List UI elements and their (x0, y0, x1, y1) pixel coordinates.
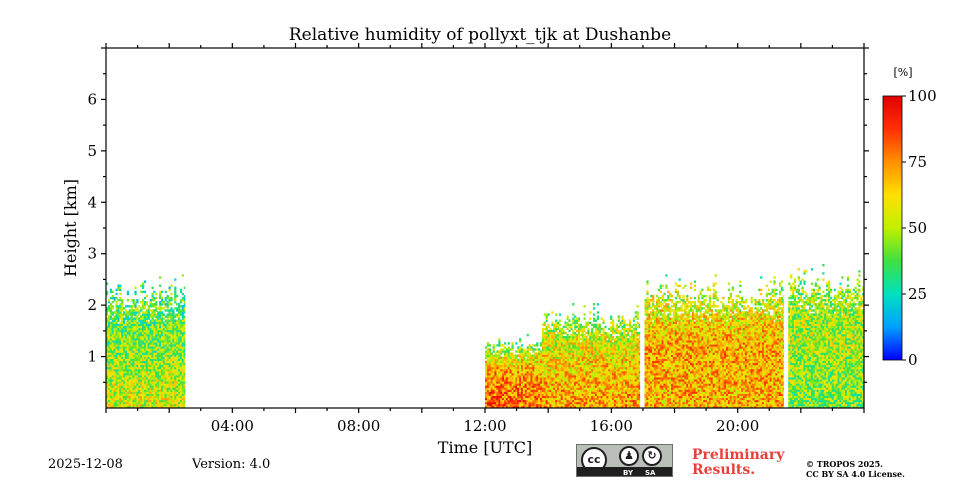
copyright-line-1: © TROPOS 2025. (806, 459, 883, 469)
x-axis-ticks: 04:00 08:00 12:00 16:00 20:00 (105, 43, 865, 435)
data-segment-3 (644, 274, 784, 408)
chart-title: Relative humidity of pollyxt_tjk at Dush… (288, 25, 672, 45)
y-tick-label: 4 (87, 193, 97, 211)
x-axis-label: Time [UTC] (438, 438, 532, 457)
colorbar-tick-label: 100 (908, 87, 937, 105)
y-tick-label: 2 (87, 296, 97, 314)
cc-license-badge: cc ♟ ↻ BY SA (576, 444, 673, 477)
cc-label-bar: BY SA (577, 467, 672, 477)
y-tick-label: 6 (87, 90, 97, 108)
colorbar-gradient (882, 95, 903, 361)
share-alike-icon: ↻ (642, 446, 662, 466)
copyright-line-2: CC BY SA 4.0 License. (806, 469, 905, 479)
y-axis-label: Height [km] (61, 179, 80, 277)
colorbar: [%] 0 25 50 75 100 (882, 66, 937, 369)
humidity-heatmap (106, 264, 864, 408)
preliminary-line-2: Results. (692, 462, 756, 478)
data-segment-2 (541, 303, 641, 408)
y-tick-label: 5 (87, 142, 97, 160)
preliminary-results-note: Preliminary Results. (692, 448, 784, 478)
x-tick-label: 16:00 (590, 417, 633, 435)
x-tick-label: 04:00 (211, 417, 254, 435)
colorbar-tick-label: 25 (908, 285, 927, 303)
colorbar-tick-label: 0 (908, 351, 918, 369)
x-tick-label: 12:00 (463, 417, 506, 435)
cc-by-label: BY (623, 469, 634, 477)
date-label: 2025-12-08 (48, 457, 123, 472)
y-tick-label: 3 (87, 245, 97, 263)
copyright-note: © TROPOS 2025. CC BY SA 4.0 License. (806, 459, 905, 479)
data-segment-0 (106, 274, 186, 408)
colorbar-unit: [%] (893, 66, 912, 79)
data-segment-1 (485, 333, 543, 408)
y-tick-label: 1 (87, 348, 97, 366)
cc-icon: cc (581, 447, 607, 473)
preliminary-line-1: Preliminary (692, 447, 785, 463)
x-tick-label: 20:00 (716, 417, 759, 435)
colorbar-tick-label: 50 (908, 219, 927, 237)
colorbar-ticks: 0 25 50 75 100 (902, 87, 937, 369)
cc-sa-label: SA (645, 469, 656, 477)
attribution-icon: ♟ (619, 446, 639, 466)
data-segment-4 (788, 264, 864, 408)
y-axis-ticks: 1 2 3 4 5 6 (87, 47, 869, 383)
colorbar-tick-label: 75 (908, 153, 927, 171)
version-label: Version: 4.0 (192, 457, 271, 472)
x-tick-label: 08:00 (337, 417, 380, 435)
